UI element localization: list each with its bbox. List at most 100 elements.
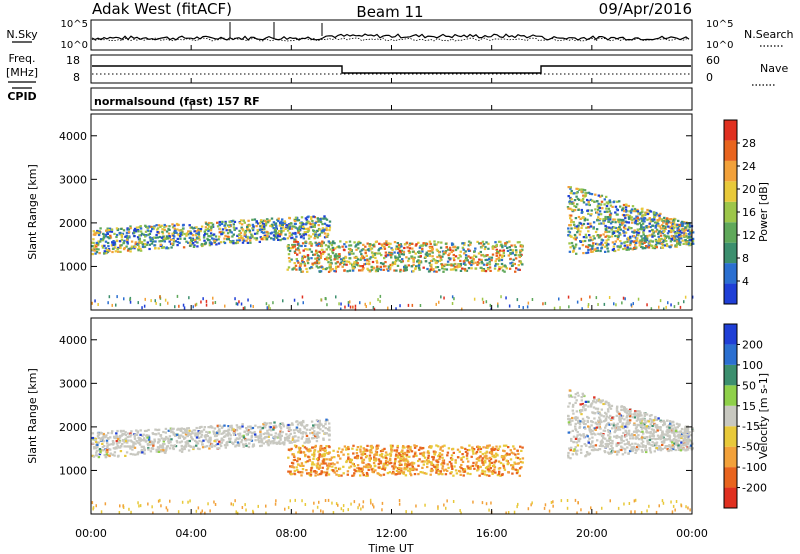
power-cell [350, 252, 353, 255]
power-cell [187, 230, 190, 233]
velocity-cell [243, 430, 247, 433]
velocity-cell [390, 449, 393, 452]
power-cell [302, 249, 305, 252]
velocity-cell [205, 434, 208, 437]
velocity-cell [316, 473, 320, 476]
velocity-cell [98, 448, 102, 451]
velocity-cell [279, 422, 282, 425]
power-cell [573, 247, 576, 250]
velocity-cell [432, 458, 435, 461]
power-cell [429, 247, 432, 250]
power-cell [369, 256, 373, 259]
power-cell [645, 234, 649, 238]
power-cell [295, 268, 298, 271]
velocity-cell [498, 470, 501, 473]
power-cell [654, 243, 658, 246]
velocity-cell [262, 432, 265, 436]
velocity-cell [240, 439, 244, 442]
velocity-cell [354, 469, 357, 473]
power-cell [297, 219, 301, 222]
velocity-cell [568, 431, 572, 434]
velocity-cell [451, 467, 454, 470]
power-cell [197, 233, 201, 236]
power-cell [566, 206, 570, 209]
power-cell [636, 216, 640, 219]
velocity-cell [365, 463, 368, 466]
power-cell [138, 241, 141, 244]
power-cell [308, 267, 312, 270]
power-cell [307, 257, 310, 260]
power-cell [467, 244, 470, 247]
power-cell [457, 263, 460, 266]
power-cell [212, 233, 216, 236]
power-cell [388, 251, 391, 254]
velocity-cell [317, 467, 321, 470]
velocity-cell [585, 451, 589, 454]
power-cell [633, 221, 637, 224]
power-cell [459, 262, 462, 266]
velocity-cell [407, 461, 410, 464]
velocity-cell [396, 444, 399, 448]
power-cell [309, 235, 313, 238]
power-cell [511, 249, 515, 252]
power-cell [504, 242, 507, 245]
velocity-cell [405, 455, 408, 458]
power-cell [209, 232, 213, 235]
velocity-cell [264, 436, 267, 439]
power-cell [294, 251, 297, 254]
power-cell [436, 255, 439, 259]
power-cell [407, 303, 410, 307]
power-cell [259, 225, 262, 228]
power-cell [107, 229, 110, 232]
power-cell [370, 247, 374, 250]
power-cell [251, 223, 255, 226]
power-cell [339, 240, 342, 243]
power-cell [501, 249, 504, 252]
power-cell [144, 297, 146, 301]
power-cell [459, 255, 462, 258]
power-cell [371, 244, 375, 247]
power-cell [651, 228, 654, 232]
power-cell [570, 214, 573, 217]
power-cell [508, 246, 511, 249]
velocity-cell [208, 438, 211, 441]
velocity-cell [618, 416, 621, 419]
power-cell [571, 244, 574, 247]
velocity-cell [336, 450, 340, 453]
velocity-cell [496, 454, 499, 457]
power-cell [575, 252, 578, 255]
power-cell [304, 248, 307, 251]
power-cell [93, 246, 96, 249]
power-cell [567, 207, 570, 210]
power-cell [181, 227, 185, 230]
power-cell [204, 226, 208, 229]
power-cell [259, 236, 262, 239]
power-cell [653, 245, 657, 248]
power-cell [345, 241, 348, 244]
velocity-cell [314, 474, 317, 477]
power-cell [662, 221, 665, 224]
power-cell [290, 237, 293, 240]
velocity-cell [186, 427, 189, 430]
power-cell [333, 254, 337, 257]
power-cell [671, 237, 675, 240]
power-cell [500, 266, 503, 269]
power-cell [311, 262, 314, 265]
velocity-cell [209, 425, 213, 428]
power-cell [115, 303, 117, 307]
power-cell [115, 235, 118, 239]
velocity-data [91, 389, 695, 515]
power-cell [336, 246, 339, 249]
power-cell [322, 217, 325, 220]
power-cell [597, 303, 599, 306]
power-cell [338, 246, 341, 249]
power-cell [354, 304, 357, 308]
velocity-cell [359, 445, 363, 448]
power-cell [167, 232, 171, 235]
power-cell [488, 260, 491, 263]
power-cell [641, 228, 644, 231]
power-cell [624, 231, 628, 234]
velocity-cell [122, 439, 125, 442]
velocity-cell [254, 424, 257, 427]
power-cell [495, 258, 498, 261]
